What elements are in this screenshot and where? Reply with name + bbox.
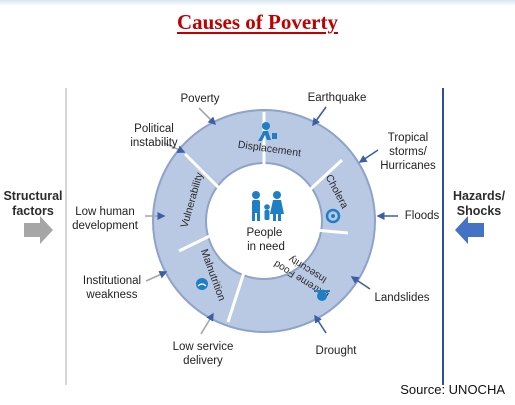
cause-ring (152, 109, 376, 333)
label-tropical-storms: Tropical storms/Hurricanes (380, 132, 436, 172)
label-drought: Drought (315, 345, 357, 357)
ring-divider (301, 158, 344, 198)
malnutrition-icon (196, 278, 208, 290)
arrow-landslides (350, 276, 371, 290)
label-low-human-development: Low human development (72, 206, 138, 232)
arrow-institutional (145, 271, 168, 282)
biohazard-icon (325, 208, 341, 224)
arrow-poverty (198, 107, 217, 126)
right-hazard-arrows (312, 106, 398, 334)
arrow-tropical (358, 149, 379, 163)
arrow-earthquake (312, 106, 327, 127)
arrow-political (163, 142, 186, 153)
label-political-instability: Political instability (130, 123, 178, 149)
displacement-icon (258, 122, 277, 141)
arrow-low-service (200, 312, 214, 335)
source-credit: Source: UNOCHA (400, 382, 505, 397)
label-institutional-weakness: Institutional weakness (82, 275, 142, 301)
ring-divider (183, 152, 228, 197)
ring-divider (178, 228, 223, 253)
ring-divider (226, 262, 249, 323)
center-label: People in need (246, 227, 285, 253)
hazards-shocks-heading: Hazards/Shocks (452, 189, 506, 218)
label-low-service-delivery: Low service delivery (172, 341, 234, 367)
food-bowl-icon (314, 290, 330, 301)
family-icon (252, 191, 284, 221)
label-floods: Floods (404, 210, 440, 222)
ring-divider (303, 227, 349, 235)
hazards-arrow-icon (455, 216, 484, 244)
label-landslides: Landslides (374, 292, 430, 304)
label-poverty: Poverty (180, 93, 220, 105)
structural-factors-heading: Structural factors (3, 189, 63, 218)
left-cause-arrows (145, 107, 217, 335)
arrow-drought (314, 314, 327, 334)
structural-arrow-icon (24, 216, 53, 244)
top-strip (0, 0, 515, 6)
label-earthquake: Earthquake (307, 92, 367, 104)
page-title: Causes of Poverty (177, 10, 338, 34)
